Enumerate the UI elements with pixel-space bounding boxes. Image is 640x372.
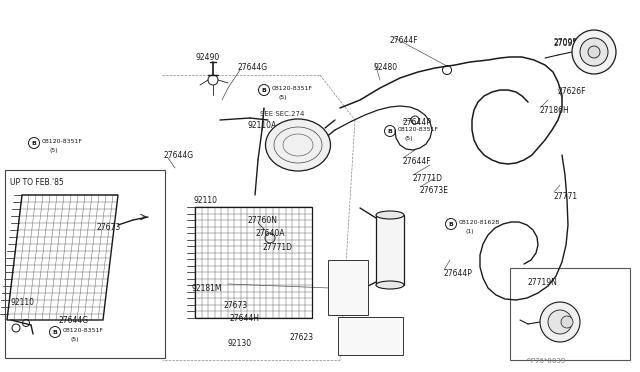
Ellipse shape xyxy=(376,281,404,289)
Text: (5): (5) xyxy=(70,337,79,342)
Text: B: B xyxy=(262,87,266,93)
Text: 92181M: 92181M xyxy=(192,284,223,293)
Text: 27623: 27623 xyxy=(290,333,314,342)
Text: 27771D: 27771D xyxy=(263,243,293,252)
Text: 27095B: 27095B xyxy=(554,38,584,47)
Text: 27673: 27673 xyxy=(96,223,120,232)
Text: 08120-8351F: 08120-8351F xyxy=(63,328,104,333)
Text: 27771D: 27771D xyxy=(413,174,443,183)
Circle shape xyxy=(548,310,572,334)
Text: 92110: 92110 xyxy=(10,298,34,307)
Text: 92110A: 92110A xyxy=(248,121,277,130)
Text: 27640A: 27640A xyxy=(256,229,285,238)
Bar xyxy=(510,268,630,360)
Text: 92110: 92110 xyxy=(193,196,217,205)
Ellipse shape xyxy=(266,119,330,171)
Text: SEE SEC.274: SEE SEC.274 xyxy=(260,111,305,117)
Text: 27771: 27771 xyxy=(554,192,578,201)
Text: B: B xyxy=(388,128,392,134)
Text: 27644P: 27644P xyxy=(444,269,473,278)
Circle shape xyxy=(580,38,608,66)
Text: 27673E: 27673E xyxy=(420,186,449,195)
Text: (1): (1) xyxy=(466,229,475,234)
Bar xyxy=(376,215,404,285)
Text: 08120-8351F: 08120-8351F xyxy=(398,127,439,132)
Text: (5): (5) xyxy=(405,136,413,141)
Text: 27673: 27673 xyxy=(224,301,248,310)
Bar xyxy=(338,317,403,355)
Text: 27644F: 27644F xyxy=(390,36,419,45)
Text: (5): (5) xyxy=(49,148,58,153)
Text: 27644H: 27644H xyxy=(230,314,260,323)
Ellipse shape xyxy=(376,211,404,219)
Text: 27760N: 27760N xyxy=(248,216,278,225)
Text: 08120-8351F: 08120-8351F xyxy=(272,86,313,91)
Text: 08120-81628: 08120-81628 xyxy=(459,220,500,225)
Circle shape xyxy=(572,30,616,74)
Text: 92480: 92480 xyxy=(374,63,398,72)
Text: 27644F: 27644F xyxy=(403,157,431,166)
Text: ^P76*0039: ^P76*0039 xyxy=(525,358,565,364)
Text: 08120-8351F: 08120-8351F xyxy=(42,139,83,144)
Bar xyxy=(5,170,165,358)
Text: UP TO FEB.'85: UP TO FEB.'85 xyxy=(10,178,64,187)
Text: 27626F: 27626F xyxy=(558,87,586,96)
Text: 27186H: 27186H xyxy=(540,106,570,115)
Text: 92490: 92490 xyxy=(195,53,220,62)
Circle shape xyxy=(540,302,580,342)
Circle shape xyxy=(561,316,573,328)
Bar xyxy=(195,207,312,318)
Text: B: B xyxy=(449,221,453,227)
Text: 27095B: 27095B xyxy=(554,39,584,48)
Text: 27644P: 27644P xyxy=(403,118,432,127)
Text: (5): (5) xyxy=(279,95,287,100)
Text: 27644G: 27644G xyxy=(237,63,267,72)
Bar xyxy=(328,260,368,315)
Text: 27644G: 27644G xyxy=(163,151,193,160)
Text: 27719N: 27719N xyxy=(528,278,558,287)
Text: B: B xyxy=(31,141,36,145)
Text: 92130: 92130 xyxy=(228,339,252,348)
Circle shape xyxy=(588,46,600,58)
Text: 27644G: 27644G xyxy=(58,316,88,325)
Text: B: B xyxy=(52,330,58,334)
